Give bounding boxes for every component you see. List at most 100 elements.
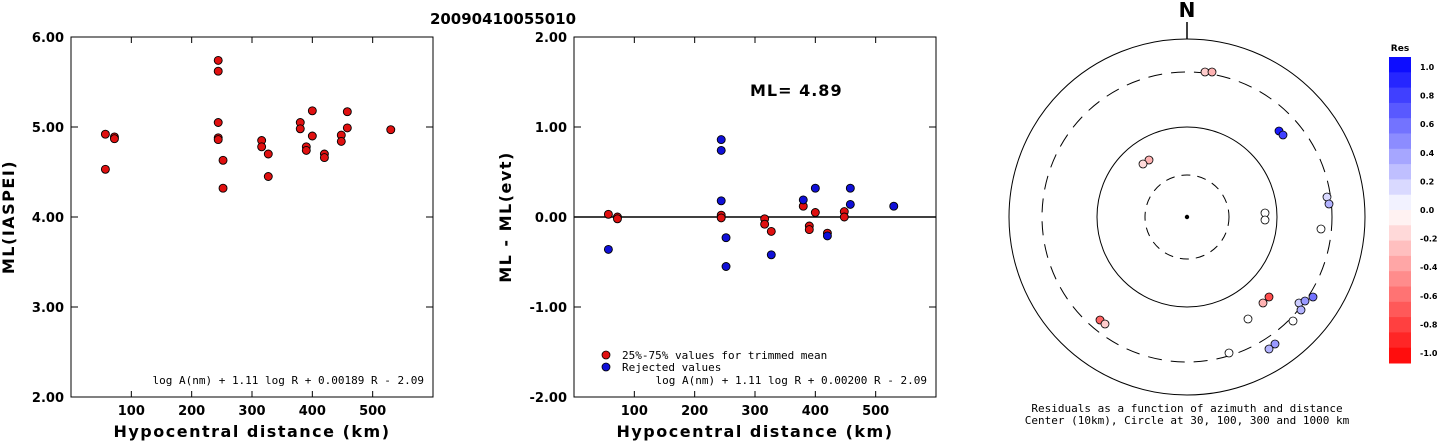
colorbar-block [1389, 210, 1411, 226]
colorbar-block [1389, 332, 1411, 349]
station-point [1224, 348, 1234, 358]
y-tick-label: 5.00 [32, 121, 64, 136]
y-tick-label: -2.00 [530, 391, 567, 406]
residual-legend: 25%-75% values for trimmed mean Rejected… [601, 349, 827, 374]
station-point [1316, 224, 1326, 234]
residual-point [766, 250, 776, 260]
residual-point [760, 219, 770, 229]
ml-distance-points [100, 55, 396, 193]
colorbar-tick-label: 0.4 [1420, 149, 1435, 158]
ml-distance-plot-frame [70, 36, 434, 398]
colorbar-tick-label: 0.0 [1420, 206, 1435, 215]
ml-distance-formula: log A(nm) + 1.11 log R + 0.00189 R - 2.0… [152, 374, 424, 387]
north-label: N [1179, 0, 1196, 22]
data-point [336, 136, 346, 146]
data-point [342, 123, 352, 133]
station-point [1264, 292, 1274, 302]
residual-point [603, 209, 613, 219]
residual-point [822, 231, 832, 241]
azimuth-residual-map: N Residuals as a function of azimuth and… [1008, 0, 1366, 427]
ml-distance-ylabel: ML(IASPEI) [0, 160, 18, 274]
x-tick-label: 500 [862, 404, 889, 419]
data-point [218, 155, 228, 165]
station-point [1296, 305, 1306, 315]
map-caption-line1: Residuals as a function of azimuth and d… [1031, 402, 1342, 415]
station-point [1300, 296, 1310, 306]
residual-point [798, 195, 808, 205]
colorbar-tick-label: 1.0 [1420, 63, 1435, 72]
y-tick-label: 1.00 [535, 121, 567, 136]
x-tick-label: 400 [299, 404, 326, 419]
colorbar-block [1389, 179, 1411, 196]
colorbar-tick-label: -1.0 [1420, 349, 1437, 358]
data-point [295, 124, 305, 134]
residual-point [845, 199, 855, 209]
station-point [1138, 159, 1148, 169]
data-point [257, 142, 267, 152]
colorbar-tick-label: -0.4 [1420, 263, 1437, 272]
ml-distance-chart: 100 200 300 400 500 2.00 3.00 4.00 5.00 6.00 Hypo… [0, 31, 434, 441]
residual-distance-points [603, 135, 899, 271]
residual-point [810, 208, 820, 217]
y-tick-label: 4.00 [32, 211, 64, 226]
y-tick-label: 2.00 [535, 31, 567, 46]
colorbar-tick-label: -0.8 [1420, 320, 1437, 329]
x-tick-label: 300 [238, 404, 265, 419]
residual-point [810, 183, 820, 193]
colorbar-title: Res [1391, 44, 1409, 54]
colorbar-tick-label: -0.6 [1420, 292, 1437, 301]
residual-distance-xlabel: Hypocentral distance (km) [616, 422, 893, 441]
y-tick-label: 2.00 [32, 391, 64, 406]
ml-value-label: ML= 4.89 [750, 81, 843, 100]
data-point [109, 134, 119, 144]
data-point [342, 107, 352, 117]
x-tick-label: 500 [359, 404, 386, 419]
station-point [1278, 130, 1288, 140]
circle-100km [1096, 126, 1278, 308]
x-tick-label: 300 [741, 404, 768, 419]
colorbar-tick-label: 0.2 [1420, 177, 1434, 186]
colorbar-block [1389, 286, 1411, 303]
y-tick-label: -1.00 [530, 301, 567, 316]
residual-point [839, 212, 849, 222]
residual-point [889, 201, 899, 211]
residual-distance-ylabel: ML - ML(evt) [496, 151, 515, 283]
station-point [1264, 344, 1274, 354]
data-point [213, 66, 223, 76]
colorbar-block [1389, 133, 1411, 150]
residual-point [603, 244, 613, 254]
y-tick-label: 0.00 [535, 211, 567, 226]
map-caption-line2: Center (10km), Circle at 30, 100, 300 an… [1025, 414, 1350, 427]
x-tick-label: 100 [621, 404, 648, 419]
station-residual-points [1095, 67, 1334, 358]
colorbar-block [1389, 102, 1411, 119]
x-tick-label: 200 [681, 404, 708, 419]
residual-point [766, 226, 776, 236]
data-point [213, 135, 223, 145]
epicenter-dot [1184, 214, 1190, 220]
colorbar-block [1389, 271, 1411, 287]
data-point [100, 164, 110, 174]
residual-point [804, 225, 814, 235]
legend-label-trimmed: 25%-75% values for trimmed mean [622, 349, 827, 362]
data-point [100, 129, 110, 139]
colorbar-blocks [1389, 57, 1411, 364]
ml-distance-xlabel: Hypocentral distance (km) [113, 422, 390, 441]
colorbar-block [1389, 164, 1411, 180]
y-tick-label: 3.00 [32, 301, 64, 316]
figure-title: 20090410055010 [430, 10, 576, 28]
residual-point [612, 214, 622, 224]
data-point [213, 118, 223, 127]
x-tick-label: 200 [178, 404, 205, 419]
residual-point [716, 196, 726, 206]
data-point [307, 106, 317, 116]
residual-distance-chart: 100 200 300 400 500 -2.00 -1.00 0.00 1.00 2.00 ML… [496, 31, 937, 441]
colorbar-block [1389, 317, 1411, 333]
station-point [1324, 199, 1334, 209]
legend-marker-rejected [601, 362, 611, 372]
data-point [307, 131, 317, 141]
colorbar-block [1389, 118, 1411, 134]
station-point [1260, 215, 1270, 225]
station-point [1207, 67, 1217, 77]
